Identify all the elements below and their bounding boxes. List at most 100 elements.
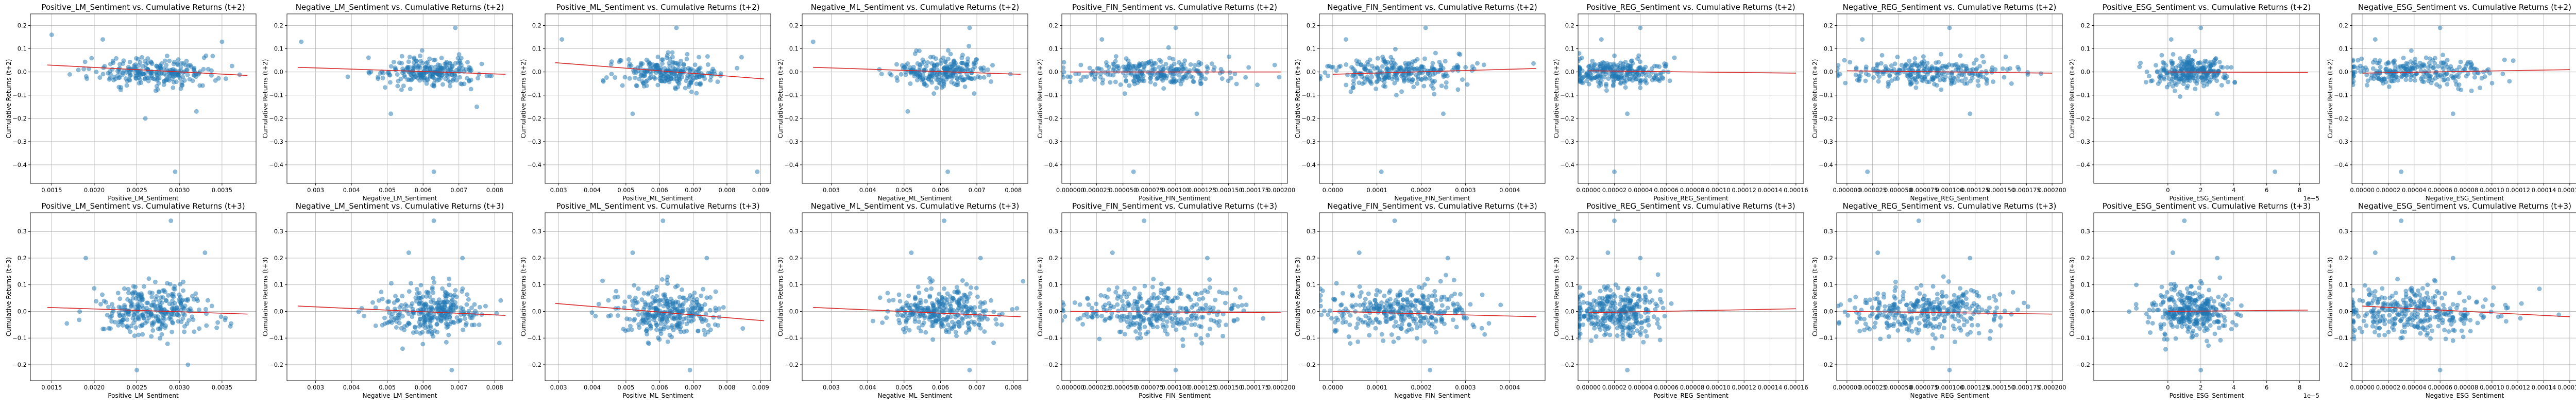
y-axis-label: Cumulative Returns (t+2) xyxy=(1553,59,1560,139)
scatter-point xyxy=(981,309,987,314)
scatter-point xyxy=(136,293,141,298)
scatter-point xyxy=(158,318,163,323)
scatter-point xyxy=(1198,76,1204,81)
scatter-point xyxy=(138,77,143,82)
scatter-point xyxy=(895,313,900,318)
scatter-point xyxy=(77,309,82,314)
scatter-point xyxy=(935,312,940,317)
scatter-point xyxy=(1866,73,1871,78)
scatter-point xyxy=(1073,72,1078,77)
scatter-point xyxy=(601,79,606,84)
scatter-point xyxy=(115,291,121,296)
subplot-title: Positive_FIN_Sentiment vs. Cumulative Re… xyxy=(1072,201,1277,211)
scatter-point xyxy=(1132,81,1137,87)
scatter-point xyxy=(1093,311,1098,316)
scatter-point xyxy=(418,282,423,287)
scatter-point xyxy=(169,312,174,317)
scatter-point xyxy=(1233,287,1238,292)
scatter-point xyxy=(1431,72,1436,77)
x-tick-label: 0.00000 xyxy=(2350,186,2375,194)
scatter-point xyxy=(1166,45,1171,50)
scatter-point xyxy=(1638,25,1643,30)
y-tick-label: 0.1 xyxy=(18,45,27,53)
scatter-point xyxy=(691,317,696,323)
subplot-title: Negative_REG_Sentiment vs. Cumulative Re… xyxy=(1843,3,2057,12)
scatter-point xyxy=(494,311,499,316)
y-axis-label: Cumulative Returns (t+2) xyxy=(2069,59,2076,139)
scatter-point xyxy=(210,54,215,59)
scatter-point xyxy=(1468,302,1473,307)
scatter-point xyxy=(1163,61,1168,66)
scatter-point xyxy=(448,302,453,307)
scatter-point xyxy=(1113,79,1118,84)
scatter-point xyxy=(1912,62,1917,67)
scatter-point xyxy=(171,85,176,90)
subplot-title: Negative_ESG_Sentiment vs. Cumulative Re… xyxy=(2358,3,2571,12)
scatter-point xyxy=(959,307,964,312)
x-tick-label: 8 xyxy=(2298,186,2301,194)
scatter-point xyxy=(1366,315,1371,320)
y-tick-label: −0.1 xyxy=(1044,334,1058,342)
scatter-point xyxy=(213,78,218,83)
scatter-point xyxy=(1272,62,1277,67)
scatter-point xyxy=(1392,80,1397,86)
subplot-10: 0.00000 0.00002 0.00004 0.00006 0.00008 0.000… xyxy=(2327,3,2576,202)
scatter-point xyxy=(914,48,919,53)
scatter-point xyxy=(952,324,957,329)
scatter-point xyxy=(694,299,700,304)
scatter-point xyxy=(1124,56,1129,61)
scatter-point xyxy=(621,327,626,332)
scatter-point xyxy=(439,56,444,61)
scatter-point xyxy=(2408,74,2413,79)
scatter-point xyxy=(1134,314,1140,319)
scatter-point xyxy=(1422,339,1427,344)
scatter-point xyxy=(1604,83,1609,89)
scatter-point xyxy=(658,331,664,336)
scatter-point xyxy=(1382,293,1387,298)
scatter-point xyxy=(1173,25,1178,30)
scatter-point xyxy=(2172,88,2177,93)
scatter-point xyxy=(2456,82,2462,87)
subplot-title: Positive_LM_Sentiment vs. Cumulative Ret… xyxy=(41,201,245,211)
trend-line xyxy=(47,64,248,76)
y-axis-label: Cumulative Returns (t+2) xyxy=(2327,59,2334,139)
scatter-point xyxy=(600,278,605,283)
scatter-point xyxy=(958,296,963,301)
scatter-point xyxy=(427,56,432,61)
scatter-point xyxy=(97,75,103,80)
scatter-point xyxy=(437,311,442,316)
scatter-point xyxy=(2468,66,2473,71)
scatter-point xyxy=(1325,73,1330,78)
scatter-point xyxy=(468,77,473,82)
scatter-point xyxy=(942,59,947,64)
scatter-point xyxy=(174,305,179,310)
scatter-point xyxy=(596,301,601,307)
x-tick-label: 0.007 xyxy=(685,186,702,194)
scatter-point xyxy=(904,319,909,325)
scatter-point xyxy=(1327,63,1332,69)
scatter-point xyxy=(143,116,148,121)
scatter-point xyxy=(1180,306,1185,311)
scatter-point xyxy=(1354,58,1359,63)
scatter-point xyxy=(1158,287,1163,293)
scatter-point xyxy=(1138,296,1143,301)
x-tick-label: 0.009 xyxy=(752,186,769,194)
scatter-point xyxy=(1876,79,1881,84)
scatter-point xyxy=(810,39,816,44)
scatter-point xyxy=(1146,306,1151,311)
scatter-point xyxy=(632,283,637,288)
scatter-point xyxy=(1662,61,1667,66)
scatter-point xyxy=(656,298,662,303)
scatter-point xyxy=(1180,76,1185,81)
scatter-point xyxy=(83,74,89,79)
scatter-point xyxy=(879,72,884,77)
scatter-point xyxy=(100,292,105,297)
scatter-point xyxy=(1977,64,1982,69)
scatter-point xyxy=(681,62,686,67)
x-tick-label: 0.000050 xyxy=(1884,186,1912,194)
scatter-point xyxy=(1432,92,1437,97)
scatter-point xyxy=(396,78,401,83)
scatter-point xyxy=(1889,78,1894,83)
scatter-point xyxy=(1137,291,1142,296)
scatter-point xyxy=(1118,329,1124,334)
